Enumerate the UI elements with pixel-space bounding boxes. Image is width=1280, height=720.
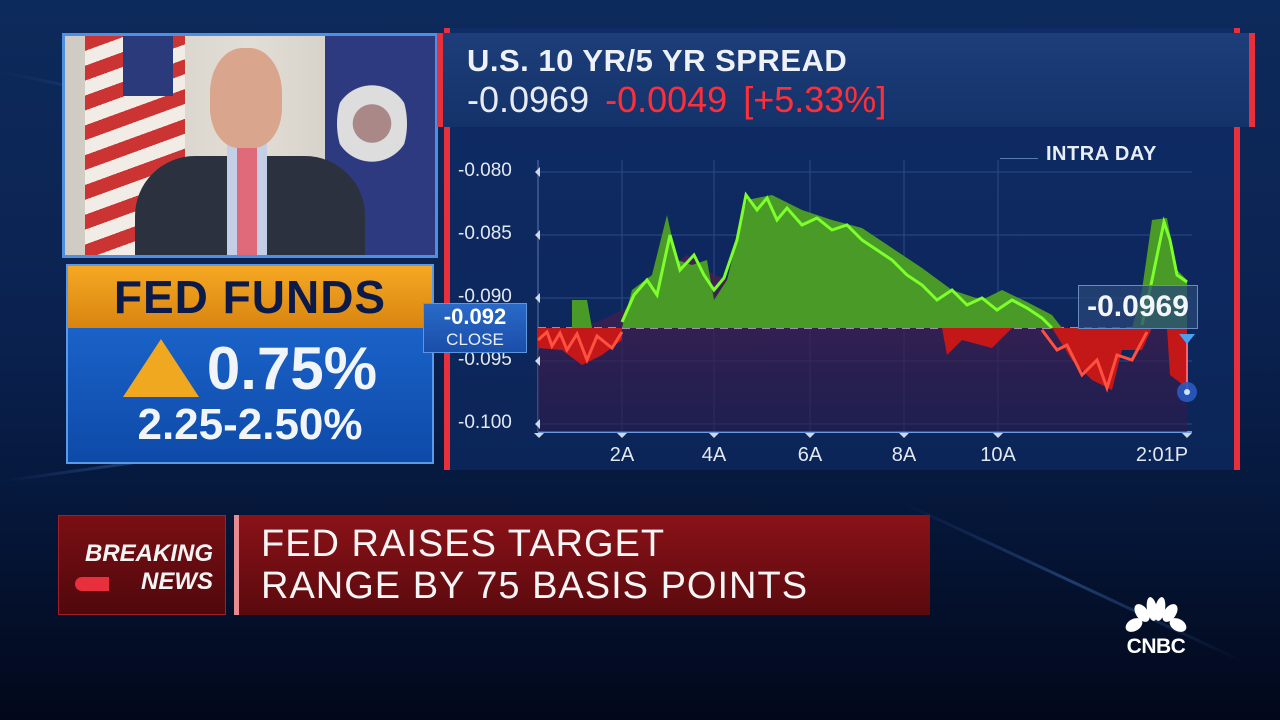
breaking-label: BREAKING (84, 540, 213, 567)
speaker-head (210, 48, 282, 148)
peacock-icon (1125, 597, 1187, 632)
headline-banner: FED RAISES TARGET RANGE BY 75 BASIS POIN… (234, 515, 930, 615)
ticker-change: -0.0049 (605, 79, 728, 120)
last-value-tag: -0.0969 (1078, 285, 1198, 329)
up-triangle-icon (122, 339, 199, 397)
chart-plot (534, 160, 1197, 438)
ticker-title: U.S. 10 YR/5 YR SPREAD (467, 43, 848, 78)
x-tick-label: 2:01P (1135, 444, 1189, 466)
x-tick-label: 2A (609, 444, 635, 466)
fed-funds-range: 2.25-2.50% (137, 400, 363, 449)
x-tick-label: 8A (891, 444, 917, 466)
fed-funds-box: FED FUNDS 0.75% 2.25-2.50% (66, 264, 434, 464)
y-tick-label: -0.080 (458, 160, 512, 181)
close-label: CLOSE (446, 330, 504, 349)
intraday-rule (1000, 158, 1038, 159)
fed-funds-change: 0.75% (206, 334, 378, 402)
ticker-change-percent: [+5.33%] (743, 79, 887, 120)
breaking-news-badge: BREAKING NEWS (58, 515, 226, 615)
x-tick-label: 6A (797, 444, 823, 466)
fed-funds-title: FED FUNDS (68, 266, 432, 328)
ticker-last-value: -0.0969 (467, 79, 590, 120)
ticker-header: U.S. 10 YR/5 YR SPREAD -0.0969 -0.0049 [… (437, 33, 1255, 127)
x-tick-label: 4A (701, 444, 727, 466)
close-value-tag: -0.092 CLOSE (423, 303, 527, 353)
close-value: -0.092 (443, 304, 507, 329)
y-tick-label: -0.085 (458, 223, 512, 244)
y-tick-label: -0.100 (458, 412, 512, 433)
headline-line-2: RANGE BY 75 BASIS POINTS (261, 565, 809, 607)
video-feed (62, 33, 438, 258)
intraday-label: INTRA DAY (1046, 143, 1157, 165)
cnbc-wordmark: CNBC (1126, 635, 1186, 658)
y-tick-label: -0.095 (458, 349, 512, 370)
headline-line-1: FED RAISES TARGET (261, 523, 666, 565)
swoosh-icon (75, 577, 109, 591)
fed-seal-icon (337, 71, 407, 176)
y-tick-label: -0.090 (458, 286, 512, 307)
last-value-pointer-icon (1179, 334, 1195, 344)
news-label: NEWS (141, 568, 213, 595)
speaker-tie (237, 136, 257, 255)
cnbc-logo: CNBC (1114, 595, 1198, 658)
x-tick-label: 10A (980, 444, 1016, 466)
intraday-chart: -0.080 -0.085 -0.090 -0.095 -0.100 2A 4A… (452, 150, 1222, 470)
